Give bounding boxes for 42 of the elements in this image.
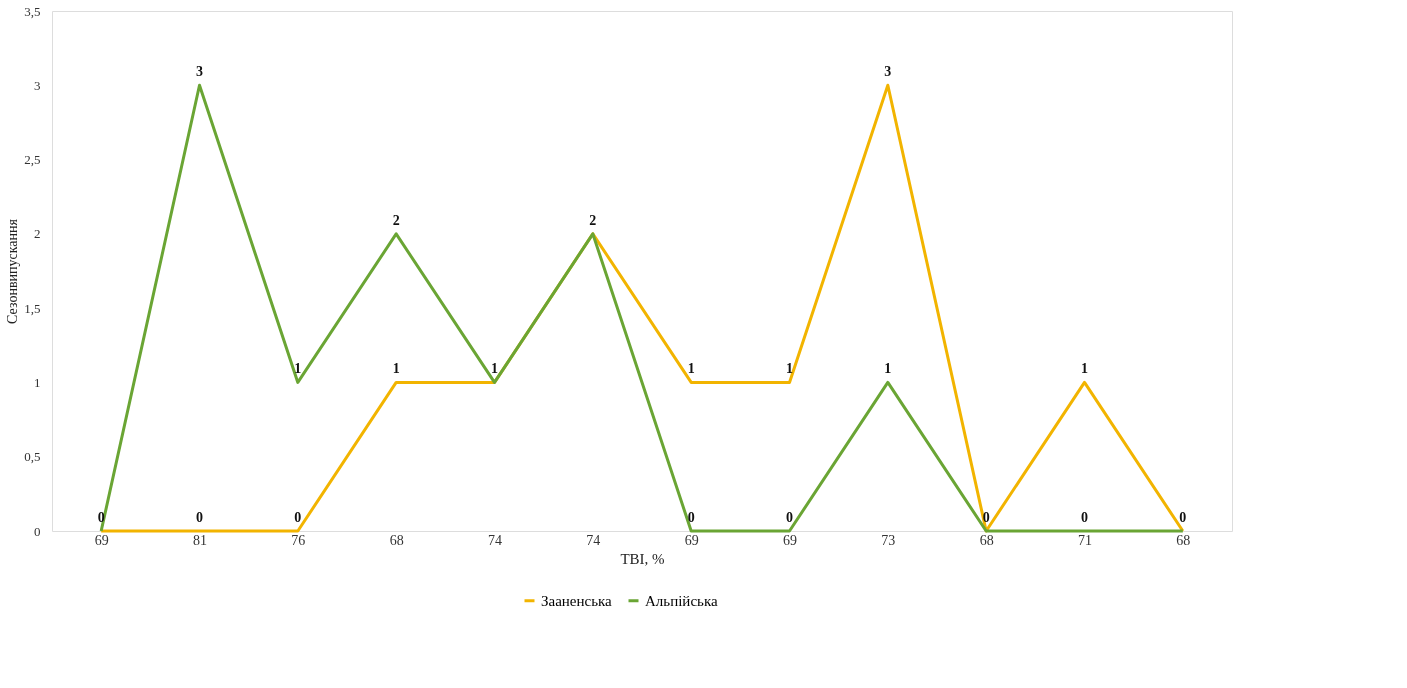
x-tick-label: 74 bbox=[488, 532, 502, 548]
y-axis-title: Сезонвипускання bbox=[5, 218, 21, 324]
data-label: 1 bbox=[491, 361, 498, 377]
x-tick-label: 81 bbox=[193, 532, 207, 548]
data-label: 1 bbox=[392, 361, 400, 377]
x-tick-label: 76 bbox=[291, 532, 306, 548]
data-label: 0 bbox=[687, 510, 695, 525]
data-label: 1 bbox=[786, 361, 793, 377]
x-tick-label: 69 bbox=[783, 532, 797, 548]
data-label: 0 bbox=[1081, 510, 1088, 525]
data-label: 1 bbox=[687, 361, 695, 377]
data-label: 1 bbox=[884, 361, 892, 377]
data-label: 0 bbox=[196, 510, 203, 525]
x-tick-label: 68 bbox=[389, 532, 404, 548]
data-label: 2 bbox=[589, 212, 597, 228]
data-label: 0 bbox=[294, 510, 302, 525]
data-label: 3 bbox=[196, 64, 203, 80]
x-tick-label: 73 bbox=[881, 532, 896, 548]
y-tick-label: 2 bbox=[34, 226, 41, 242]
y-tick-label: 1,5 bbox=[24, 300, 41, 316]
y-tick-label: 3 bbox=[34, 77, 41, 93]
legend-label: Альпійська bbox=[645, 592, 718, 609]
data-label: 0 bbox=[786, 510, 793, 525]
data-label: 1 bbox=[294, 361, 302, 377]
x-tick-label: 71 bbox=[1078, 532, 1092, 548]
data-label: 0 bbox=[1179, 510, 1187, 525]
x-axis-title: TBI, % bbox=[620, 550, 665, 567]
data-label: 3 bbox=[884, 64, 892, 80]
y-tick-label: 2,5 bbox=[24, 152, 41, 168]
legend-label: Зааненська bbox=[541, 592, 613, 609]
y-tick-label: 3,5 bbox=[24, 3, 41, 19]
data-label: 2 bbox=[392, 212, 400, 228]
y-tick-label: 1 bbox=[34, 374, 41, 390]
data-label: 1 bbox=[1081, 361, 1088, 377]
x-tick-label: 69 bbox=[684, 532, 699, 548]
x-tick-label: 68 bbox=[979, 532, 994, 548]
line-series bbox=[99, 83, 1185, 533]
y-tick-label: 0 bbox=[34, 523, 41, 539]
x-tick-label: 74 bbox=[586, 532, 601, 548]
x-tick-label: 69 bbox=[94, 532, 109, 548]
y-tick-label: 0,5 bbox=[24, 449, 41, 465]
x-tick-label: 68 bbox=[1176, 532, 1191, 548]
